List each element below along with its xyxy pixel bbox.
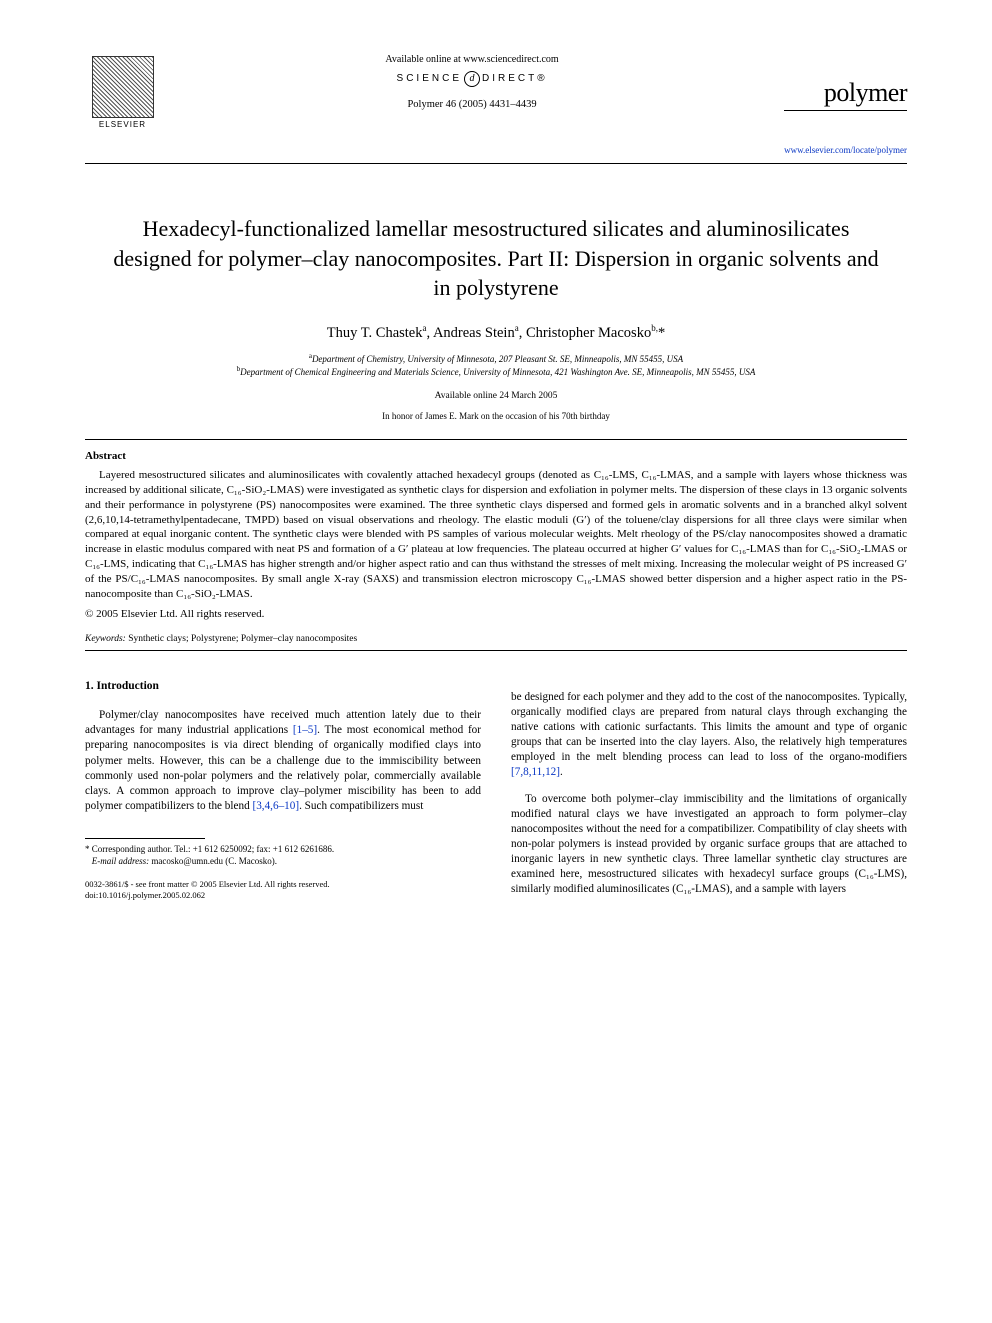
ref-link-7-12[interactable]: [7,8,11,12]: [511, 766, 560, 778]
footnote-separator: [85, 838, 205, 839]
journal-reference: Polymer 46 (2005) 4431–4439: [160, 99, 784, 110]
abstract-text: Layered mesostructured silicates and alu…: [85, 468, 907, 602]
keywords-label: Keywords:: [85, 634, 126, 644]
doi-line: doi:10.1016/j.polymer.2005.02.062: [85, 890, 481, 901]
header-rule: [85, 163, 907, 164]
keywords-line: Keywords: Synthetic clays; Polystyrene; …: [85, 634, 907, 644]
sd-right: DIRECT®: [482, 73, 548, 84]
intro-para-1: Polymer/clay nanocomposites have receive…: [85, 708, 481, 814]
left-column: 1. Introduction Polymer/clay nanocomposi…: [85, 679, 481, 909]
keywords-text: Synthetic clays; Polystyrene; Polymer–cl…: [128, 634, 357, 644]
article-title: Hexadecyl-functionalized lamellar mesost…: [105, 214, 887, 303]
ref-link-1-5[interactable]: [1–5]: [293, 724, 317, 736]
elsevier-block: ELSEVIER: [85, 50, 160, 135]
corresponding-author-note: * Corresponding author. Tel.: +1 612 625…: [85, 843, 481, 855]
affiliation-a: aDepartment of Chemistry, University of …: [85, 352, 907, 366]
intro-para-2: To overcome both polymer–clay immiscibil…: [511, 792, 907, 898]
issn-line: 0032-3861/$ - see front matter © 2005 El…: [85, 879, 481, 890]
abstract-heading: Abstract: [85, 450, 907, 462]
polymer-journal-logo: polymer: [784, 78, 907, 108]
available-online-text: Available online at www.sciencedirect.co…: [160, 54, 784, 65]
intro-right-1a: be designed for each polymer and they ad…: [511, 691, 907, 763]
locate-link[interactable]: www.elsevier.com/locate/polymer: [784, 145, 907, 155]
intro-para-1-cont: be designed for each polymer and they ad…: [511, 690, 907, 781]
footer-meta: 0032-3861/$ - see front matter © 2005 El…: [85, 879, 481, 901]
header-center: Available online at www.sciencedirect.co…: [160, 50, 784, 110]
abstract-body: Layered mesostructured silicates and alu…: [85, 468, 907, 602]
page-container: ELSEVIER Available online at www.science…: [0, 0, 992, 949]
copyright-line: © 2005 Elsevier Ltd. All rights reserved…: [85, 608, 907, 620]
polymer-underline: [784, 110, 907, 111]
header-right: polymer www.elsevier.com/locate/polymer: [784, 50, 907, 155]
elsevier-tree-icon: [92, 56, 154, 118]
right-column: be designed for each polymer and they ad…: [511, 679, 907, 909]
ref-link-3-10[interactable]: [3,4,6–10]: [252, 800, 299, 812]
sd-left: SCIENCE: [397, 73, 462, 84]
intro-text-1b: . The most economical method for prepari…: [85, 724, 481, 812]
body-columns: 1. Introduction Polymer/clay nanocomposi…: [85, 679, 907, 909]
available-date: Available online 24 March 2005: [85, 391, 907, 401]
email-label: E-mail address:: [92, 856, 149, 866]
elsevier-logo: ELSEVIER: [85, 50, 160, 135]
intro-heading: 1. Introduction: [85, 679, 481, 695]
affiliation-b: bDepartment of Chemical Engineering and …: [85, 365, 907, 379]
keywords-rule: [85, 650, 907, 651]
sd-at-icon: d: [464, 71, 480, 87]
intro-text-1c: . Such compatibilizers must: [299, 800, 423, 812]
authors-line: Thuy T. Chasteka, Andreas Steina, Christ…: [85, 323, 907, 342]
abstract-top-rule: [85, 439, 907, 440]
header-row: ELSEVIER Available online at www.science…: [85, 50, 907, 155]
sciencedirect-logo: SCIENCEdDIRECT®: [160, 71, 784, 87]
intro-right-1b: .: [560, 766, 563, 778]
elsevier-label: ELSEVIER: [99, 120, 146, 129]
email-address: macosko@umn.edu (C. Macosko).: [151, 856, 277, 866]
email-note: E-mail address: macosko@umn.edu (C. Maco…: [85, 855, 481, 867]
honor-line: In honor of James E. Mark on the occasio…: [85, 411, 907, 421]
